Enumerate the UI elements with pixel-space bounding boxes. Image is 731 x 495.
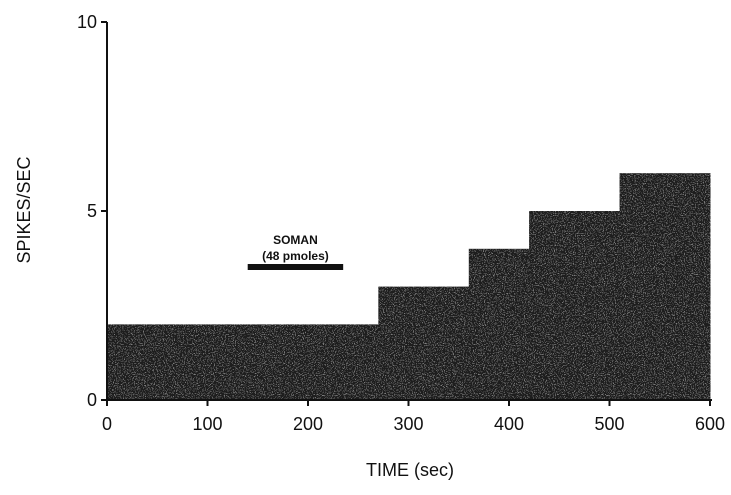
bar [137, 324, 168, 400]
bar [167, 324, 198, 400]
y-tick-label: 5 [87, 201, 97, 221]
bar [498, 248, 530, 400]
annotation-sublabel: (48 pmoles) [262, 249, 329, 263]
x-tick-label: 400 [494, 414, 524, 434]
x-tick-label: 0 [102, 414, 112, 434]
annotation-label: SOMAN [273, 233, 318, 247]
bar [378, 286, 409, 400]
y-tick-label: 10 [77, 12, 97, 32]
y-tick-label: 0 [87, 390, 97, 410]
bar [257, 324, 289, 400]
bar [348, 324, 379, 400]
bar [559, 211, 590, 400]
bar [619, 173, 651, 400]
bar [649, 173, 681, 400]
x-tick-label: 200 [293, 414, 323, 434]
soman-annotation: SOMAN (48 pmoles) [247, 233, 344, 270]
bar [287, 324, 319, 400]
bar [468, 248, 500, 400]
bar [227, 324, 259, 400]
bar [408, 286, 440, 400]
bar [679, 173, 711, 400]
bar [529, 211, 560, 400]
bar [589, 211, 621, 400]
bar [107, 324, 138, 400]
x-tick-label: 300 [393, 414, 423, 434]
x-tick-label: 600 [695, 414, 725, 434]
x-tick-label: 100 [192, 414, 222, 434]
y-axis-title: SPIKES/SEC [14, 156, 34, 263]
bar [197, 324, 229, 400]
x-axis-title: TIME (sec) [366, 460, 454, 480]
annotation-bar [247, 264, 344, 270]
x-tick-label: 500 [594, 414, 624, 434]
bar [318, 324, 349, 400]
plot-area [107, 173, 711, 400]
bar [438, 286, 470, 400]
